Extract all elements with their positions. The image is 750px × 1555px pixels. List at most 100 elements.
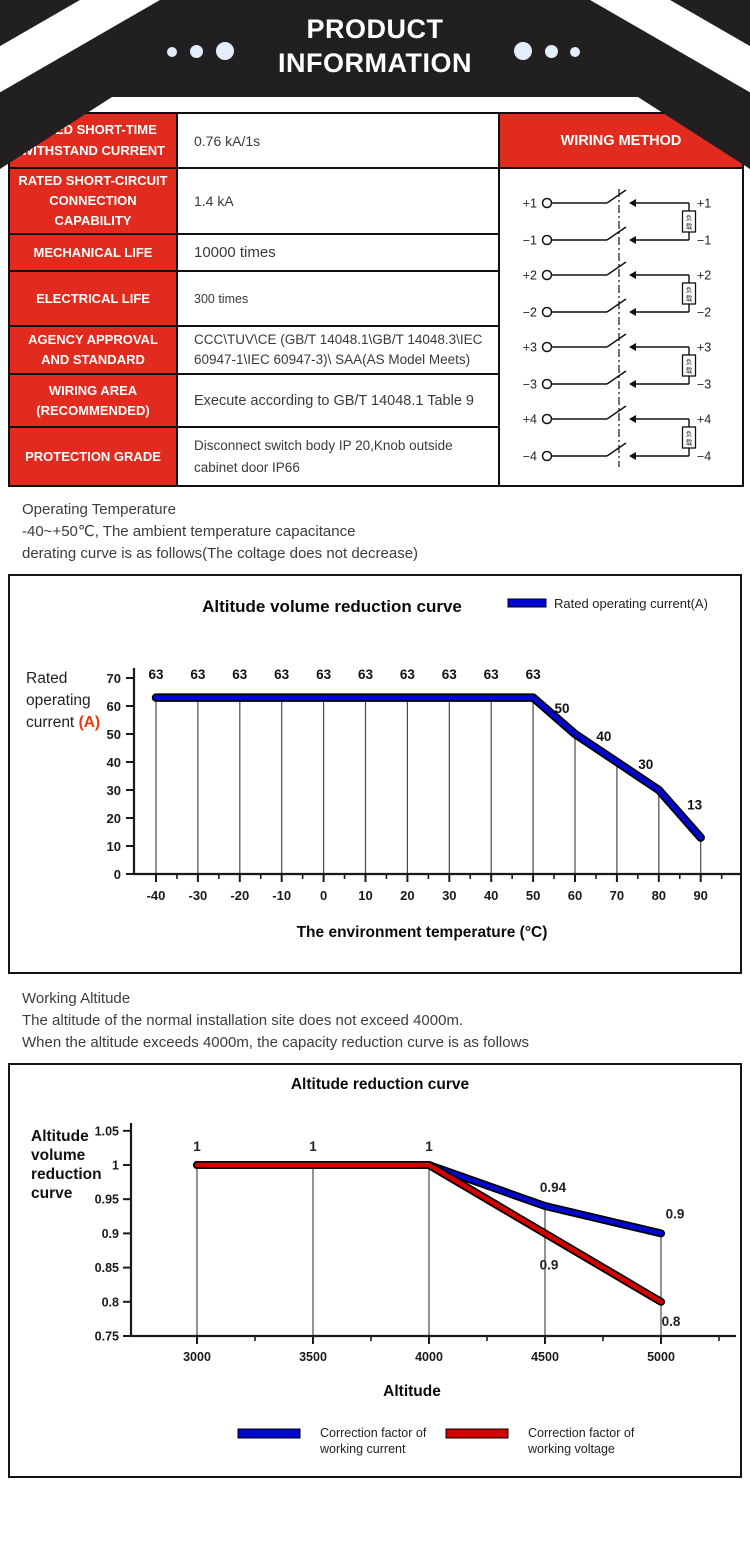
svg-text:载: 载 — [686, 221, 693, 230]
svg-text:3500: 3500 — [299, 1350, 327, 1364]
svg-text:0.8: 0.8 — [662, 1314, 681, 1329]
altitude-volume-reduction-chart-box: 0 10 20 30 40 50 60 70 -40 -30 -20 -10 0 10 20 30 40 50 60… — [8, 574, 742, 975]
operating-temperature-paragraph: Operating Temperature -40~+50℃, The ambi… — [22, 499, 750, 565]
dot-decoration — [167, 47, 177, 57]
svg-text:40: 40 — [107, 755, 121, 770]
spec-label-cell: MECHANICAL LIFE — [8, 233, 178, 273]
table-row: RATED SHORT-CIRCUIT CONNECTION CAPABILIT… — [8, 166, 744, 488]
svg-text:63: 63 — [274, 667, 290, 682]
svg-text:Altitude: Altitude — [383, 1383, 441, 1400]
svg-text:reduction: reduction — [31, 1166, 102, 1183]
svg-text:13: 13 — [687, 798, 703, 813]
page-title-line1: PRODUCT — [306, 14, 444, 44]
spec-label-cell: RATED SHORT-CIRCUIT CONNECTION CAPABILIT… — [8, 166, 178, 236]
paragraph-line: Operating Temperature — [22, 501, 176, 519]
svg-text:0.9: 0.9 — [666, 1207, 685, 1222]
svg-text:Rated: Rated — [26, 670, 67, 687]
svg-text:+3: +3 — [523, 340, 537, 354]
svg-text:10: 10 — [107, 839, 121, 854]
svg-text:20: 20 — [107, 811, 121, 826]
product-information-header: PRODUCT INFORMATION — [0, 0, 750, 169]
dot-decoration — [216, 42, 234, 60]
svg-text:1: 1 — [425, 1139, 433, 1154]
altitude-volume-reduction-chart: 0 10 20 30 40 50 60 70 -40 -30 -20 -10 0 10 20 30 40 50 60… — [26, 596, 740, 941]
svg-text:−4: −4 — [523, 449, 537, 463]
svg-text:−3: −3 — [697, 377, 711, 391]
svg-text:63: 63 — [526, 667, 542, 682]
svg-text:10: 10 — [358, 888, 372, 903]
spec-label-cell: RATED SHORT-TIME WITHSTAND CURRENT — [8, 112, 178, 169]
svg-text:Altitude: Altitude — [31, 1128, 89, 1145]
spec-label-cell: PROTECTION GRADE — [8, 426, 178, 488]
svg-text:3000: 3000 — [183, 1350, 211, 1364]
svg-text:4000: 4000 — [415, 1350, 443, 1364]
svg-text:负: 负 — [686, 285, 693, 294]
svg-text:0.9: 0.9 — [540, 1258, 559, 1273]
dot-decoration — [190, 45, 203, 58]
svg-text:Rated operating current(A): Rated operating current(A) — [554, 596, 708, 611]
svg-text:载: 载 — [686, 437, 693, 446]
svg-text:-30: -30 — [189, 888, 208, 903]
svg-text:载: 载 — [686, 365, 693, 374]
svg-text:1: 1 — [112, 1159, 119, 1173]
svg-text:-20: -20 — [230, 888, 249, 903]
wiring-diagram-cell: +1 −1 +1 −1 负载 +2 −2 +2 −2 负载 +3 −3 +3 −3 负载 +4 −4 +4 −4 负载 — [498, 166, 744, 488]
svg-text:working voltage: working voltage — [527, 1442, 615, 1456]
svg-text:负: 负 — [686, 357, 693, 366]
table-row: RATED SHORT-TIME WITHSTAND CURRENT 0.76 … — [8, 112, 744, 169]
dot-decoration — [570, 47, 580, 57]
spec-label-cell: WIRING AREA (RECOMMENDED) — [8, 373, 178, 429]
wiring-diagram: +1−1+1−1负载+2−2+2−2负载+3−3+3−3负载+4−4+4−4负载 — [523, 188, 711, 467]
svg-text:63: 63 — [316, 667, 332, 682]
svg-text:50: 50 — [526, 888, 540, 903]
svg-text:63: 63 — [358, 667, 374, 682]
working-altitude-paragraph: Working Altitude The altitude of the nor… — [22, 988, 750, 1054]
spec-value-cell: 10000 times — [176, 233, 500, 273]
svg-text:1.05: 1.05 — [95, 1125, 119, 1139]
dot-decoration — [545, 45, 558, 58]
svg-text:载: 载 — [686, 293, 693, 302]
paragraph-line: The altitude of the normal installation … — [22, 1012, 464, 1030]
svg-text:1: 1 — [193, 1139, 201, 1154]
svg-text:operating: operating — [26, 692, 91, 709]
altitude-reduction-chart-box: 1.05 1 0.95 0.9 0.85 0.8 0.75 3000 3500 4000 4500 5… — [8, 1063, 742, 1479]
table-row: MECHANICAL LIFE 10000 times — [8, 233, 743, 273]
svg-text:−1: −1 — [523, 233, 537, 247]
svg-text:working current: working current — [319, 1442, 406, 1456]
svg-text:0.75: 0.75 — [95, 1330, 119, 1344]
svg-text:volume: volume — [31, 1147, 86, 1164]
svg-text:0.95: 0.95 — [95, 1193, 119, 1207]
svg-text:63: 63 — [400, 667, 416, 682]
spec-table: RATED SHORT-TIME WITHSTAND CURRENT 0.76 … — [8, 112, 744, 488]
paragraph-line: When the altitude exceeds 4000m, the cap… — [22, 1034, 529, 1052]
table-row: PROTECTION GRADE Disconnect switch body … — [8, 426, 743, 488]
svg-text:current (A): current (A) — [26, 714, 100, 731]
spec-label-cell: AGENCY APPROVAL AND STANDARD — [8, 325, 178, 376]
svg-text:1: 1 — [309, 1139, 317, 1154]
svg-text:curve: curve — [31, 1185, 73, 1202]
svg-text:70: 70 — [107, 671, 121, 686]
svg-text:+2: +2 — [523, 268, 537, 282]
spec-value-cell: 1.4 kA — [176, 166, 500, 236]
svg-text:60: 60 — [568, 888, 582, 903]
spec-value-cell: 300 times — [176, 270, 500, 328]
page-title: PRODUCT INFORMATION — [0, 12, 750, 80]
svg-text:−3: −3 — [523, 377, 537, 391]
spec-value-cell: CCC\TUV\CE (GB/T 14048.1\GB/T 14048.3\IE… — [176, 325, 500, 376]
svg-text:负: 负 — [686, 429, 693, 438]
svg-text:50: 50 — [107, 727, 121, 742]
dot-decoration — [514, 42, 532, 60]
svg-text:63: 63 — [442, 667, 458, 682]
svg-text:30: 30 — [107, 783, 121, 798]
svg-text:40: 40 — [596, 729, 611, 744]
svg-text:30: 30 — [638, 757, 653, 772]
spec-label-cell: ELECTRICAL LIFE — [8, 270, 178, 328]
svg-text:Correction factor of: Correction factor of — [320, 1426, 427, 1440]
svg-text:+3: +3 — [697, 340, 711, 354]
svg-text:+4: +4 — [523, 412, 537, 426]
svg-text:Altitude reduction curve: Altitude reduction curve — [291, 1076, 470, 1093]
svg-text:Altitude volume reduction curv: Altitude volume reduction curve — [202, 597, 462, 616]
svg-text:+1: +1 — [697, 196, 711, 210]
svg-text:60: 60 — [107, 699, 121, 714]
